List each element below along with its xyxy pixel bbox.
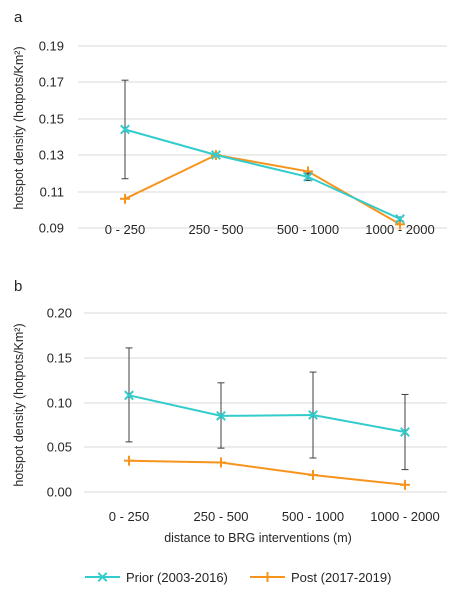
panel-b-y-tick-label-0: 0.20: [47, 306, 72, 321]
legend-marker-prior: [97, 572, 108, 582]
panel-a-point-prior-1-stroke-2: [211, 150, 221, 160]
panel-a-point-prior-2-stroke-2: [303, 171, 313, 182]
panel-a-y-ticks: 0.19 0.17 0.15 0.13 0.11 0.09: [39, 39, 64, 236]
panel-b-line-prior: [128, 394, 406, 433]
panel-a-point-prior-1: [211, 150, 221, 160]
panel-b: b 0.20 0.15 0.10 0.05 0.00 0 - 250 250 - 500 5…: [12, 278, 447, 545]
panel-a-series-prior: [120, 79, 405, 224]
panel-b-x-category-0: 0 - 250: [109, 509, 149, 524]
panel-b-point-prior-2: [308, 410, 318, 420]
panel-a-point-prior-3-stroke-2: [395, 213, 405, 224]
panel-b-y-axis-label: hotspot density (hotpots/Km²): [12, 323, 26, 486]
panel-a-point-post-0: [120, 193, 130, 204]
panel-b-point-post-3: [400, 479, 410, 490]
panel-a-x-category-3: 1000 - 2000: [365, 222, 434, 237]
panel-b-point-prior-0-stroke-2: [124, 390, 134, 401]
panel-b-x-categories: 0 - 250 250 - 500 500 - 1000 1000 - 2000: [109, 509, 440, 524]
panel-a-y-tick-label-3: 0.13: [39, 148, 64, 163]
panel-b-letter: b: [14, 278, 22, 295]
panel-a-y-tick-label-0: 0.19: [39, 39, 64, 54]
panel-b-y-ticks: 0.20 0.15 0.10 0.05 0.00: [47, 306, 72, 500]
panel-b-line-post: [128, 459, 406, 486]
panel-b-x-category-1: 250 - 500: [194, 509, 249, 524]
panel-a-x-category-1: 250 - 500: [189, 222, 244, 237]
legend: Prior (2003-2016) Post (2017-2019): [85, 570, 391, 585]
panel-a-y-tick-label-4: 0.11: [40, 185, 64, 200]
panel-b-point-prior-1: [216, 411, 226, 421]
panel-a-y-tick-label-1: 0.17: [39, 75, 64, 90]
panel-b-x-category-3: 1000 - 2000: [370, 509, 439, 524]
legend-marker-post: [262, 572, 273, 582]
panel-b-point-post-1: [216, 457, 226, 468]
panel-b-point-prior-0: [124, 390, 134, 401]
legend-x-marker-stroke-2: [97, 572, 108, 582]
panel-b-point-post-0: [124, 455, 134, 466]
panel-b-x-axis-label: distance to BRG interventions (m): [164, 531, 352, 545]
panel-a: a 0.19 0.17 0.15 0.13 0.11 0.09 0 - 250 250 - …: [12, 9, 447, 237]
panel-b-y-tick-label-2: 0.10: [47, 396, 72, 411]
panel-b-y-tick-label-3: 0.05: [47, 440, 72, 455]
panel-a-x-category-0: 0 - 250: [105, 222, 145, 237]
panel-b-point-prior-2-stroke-2: [308, 410, 318, 420]
legend-item-prior: Prior (2003-2016): [85, 570, 228, 585]
panel-a-point-prior-0: [120, 124, 130, 135]
legend-x-marker: [97, 572, 108, 582]
panel-a-point-prior-0-stroke-2: [120, 124, 130, 135]
panel-b-point-post-2: [308, 469, 318, 480]
panel-b-y-tick-label-4: 0.00: [47, 485, 72, 500]
panel-b-point-prior-3: [400, 427, 410, 437]
panel-a-series: [120, 79, 405, 230]
legend-label-post: Post (2017-2019): [291, 570, 391, 585]
panel-b-series-prior: [124, 347, 410, 471]
panel-a-y-tick-label-2: 0.15: [39, 112, 64, 127]
panel-b-point-prior-3-stroke-2: [400, 427, 410, 437]
panel-a-y-axis-label: hotspot density (hotpots/Km²): [12, 46, 26, 209]
panel-a-y-tick-label-5: 0.09: [39, 221, 64, 236]
panel-b-x-category-2: 500 - 1000: [282, 509, 344, 524]
panel-a-line-prior: [124, 128, 401, 220]
panel-b-series: [124, 347, 410, 490]
panel-b-y-tick-label-1: 0.15: [47, 351, 72, 366]
panel-b-series-post: [124, 455, 410, 490]
panel-b-gridlines: [84, 312, 447, 493]
panel-a-letter: a: [14, 9, 23, 26]
legend-item-post: Post (2017-2019): [250, 570, 391, 585]
legend-plus-marker: [262, 572, 273, 582]
panel-a-series-post: [120, 150, 405, 230]
panel-a-x-category-2: 500 - 1000: [277, 222, 339, 237]
panel-a-point-prior-3: [395, 213, 405, 224]
legend-label-prior: Prior (2003-2016): [126, 570, 228, 585]
panel-b-point-prior-1-stroke-2: [216, 411, 226, 421]
panel-a-gridlines: [78, 45, 447, 229]
panel-a-x-categories: 0 - 250 250 - 500 500 - 1000 1000 - 2000: [105, 222, 435, 237]
panel-a-point-prior-2: [303, 171, 313, 182]
